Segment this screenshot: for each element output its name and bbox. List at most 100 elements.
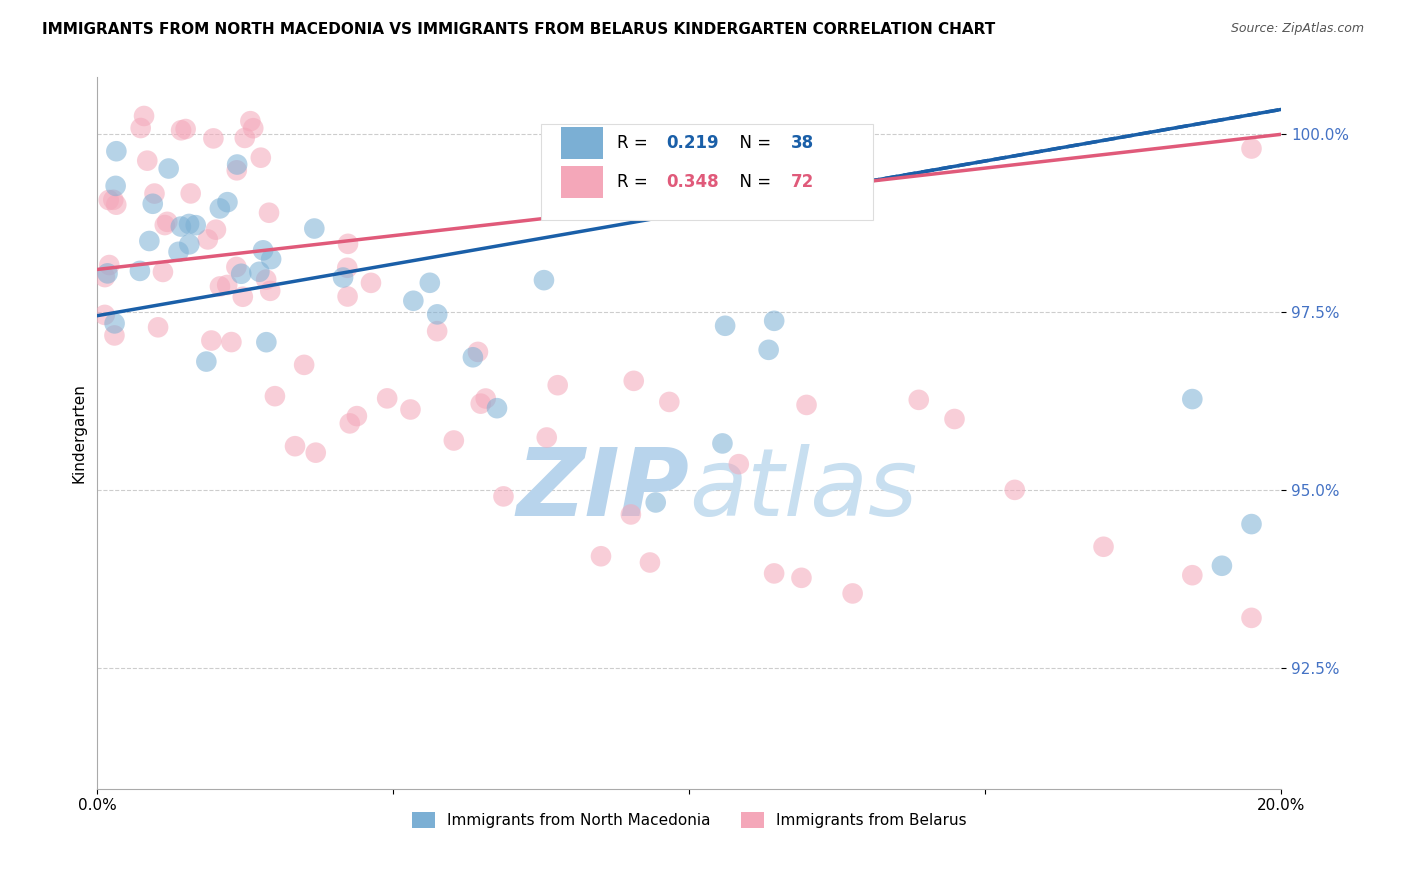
Point [1181,392,1204,406]
Point [426,307,449,321]
Point [205,222,228,236]
Point [180,186,202,201]
Point [485,401,508,416]
Point [337,236,360,251]
Point [128,264,150,278]
Point [623,374,645,388]
Point [763,314,786,328]
Point [217,195,239,210]
FancyBboxPatch shape [541,124,873,219]
Point [104,178,127,193]
Point [1004,483,1026,497]
Point [254,335,277,350]
Point [419,276,441,290]
Point [136,153,159,168]
Text: 0.348: 0.348 [666,173,720,191]
Point [284,439,307,453]
Point [179,237,201,252]
Point [658,395,681,409]
Y-axis label: Kindergarten: Kindergarten [72,383,86,483]
Point [292,358,315,372]
Text: N =: N = [730,173,778,191]
Point [208,202,231,216]
Point [157,161,180,176]
Point [1240,517,1263,532]
Text: atlas: atlas [689,444,918,535]
Point [225,260,247,274]
Text: R =: R = [617,134,652,153]
Point [170,219,193,234]
Point [225,163,247,178]
Point [260,252,283,266]
Point [254,272,277,286]
Point [239,114,262,128]
Point [346,409,368,423]
Point [399,402,422,417]
Point [143,186,166,201]
Point [167,244,190,259]
Point [763,566,786,581]
Point [492,489,515,503]
Point [197,232,219,246]
Point [332,270,354,285]
Point [547,378,569,392]
Point [195,354,218,368]
Point [305,445,328,459]
Point [336,260,359,275]
Text: ZIP: ZIP [516,444,689,536]
Point [103,328,125,343]
FancyBboxPatch shape [561,128,603,159]
Point [97,193,120,207]
Point [96,266,118,280]
Point [533,273,555,287]
Text: 72: 72 [792,173,814,191]
Point [257,205,280,219]
Point [1240,142,1263,156]
Point [841,586,863,600]
Point [426,324,449,338]
Text: 38: 38 [792,134,814,153]
Point [208,279,231,293]
Point [727,457,749,471]
Point [103,193,125,207]
Point [146,320,169,334]
Text: N =: N = [730,134,778,153]
Text: Source: ZipAtlas.com: Source: ZipAtlas.com [1230,22,1364,36]
Point [1211,558,1233,573]
Point [138,234,160,248]
Point [132,109,155,123]
Point [174,122,197,136]
Point [1240,611,1263,625]
Point [375,392,398,406]
Point [402,293,425,308]
Legend: Immigrants from North Macedonia, Immigrants from Belarus: Immigrants from North Macedonia, Immigra… [406,806,973,834]
Point [200,334,222,348]
Point [589,549,612,564]
Point [360,276,382,290]
Point [758,343,780,357]
Point [247,265,270,279]
Point [620,508,643,522]
Point [1092,540,1115,554]
Point [103,317,125,331]
Point [142,196,165,211]
Point [474,392,496,406]
Point [644,495,666,509]
Point [153,218,176,232]
Point [714,318,737,333]
Point [98,258,121,272]
FancyBboxPatch shape [561,166,603,198]
Point [796,398,818,412]
Point [907,392,929,407]
Point [94,308,117,322]
Point [638,556,661,570]
Point [232,290,254,304]
Point [304,221,326,235]
Point [156,215,179,229]
Point [252,244,274,258]
Point [1181,568,1204,582]
Point [105,197,128,211]
Point [242,121,264,136]
Point [217,277,239,292]
Point [259,284,281,298]
